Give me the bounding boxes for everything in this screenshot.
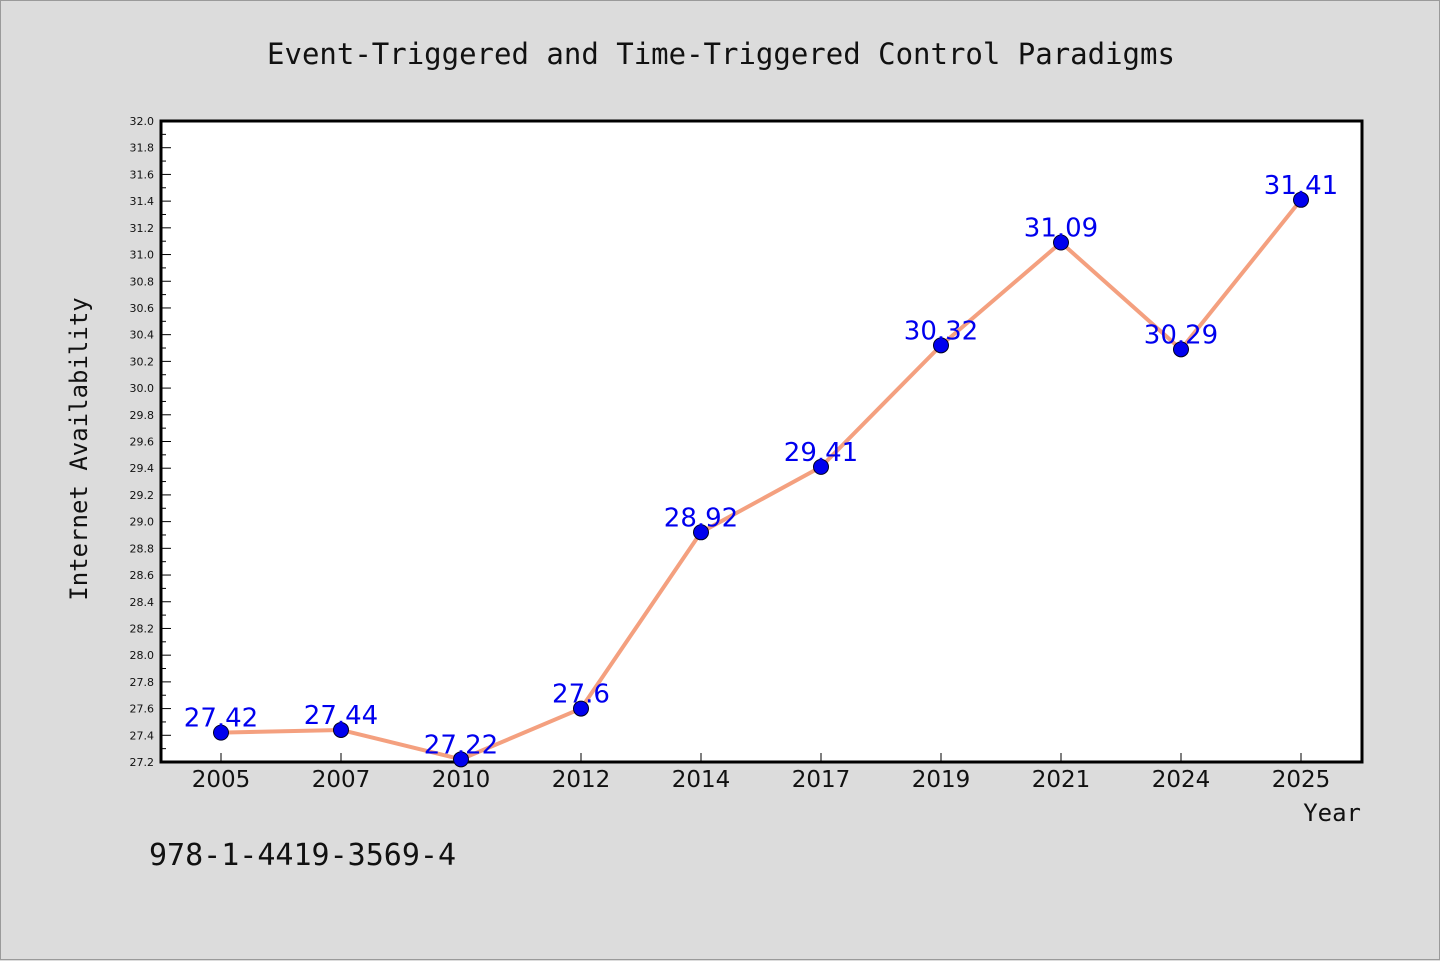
data-label: 27.42	[184, 704, 258, 734]
y-tick-label: 28.2	[130, 622, 155, 635]
data-label: 30.29	[1144, 320, 1218, 350]
data-label: 29.41	[784, 438, 858, 468]
y-tick-label: 29.6	[130, 436, 155, 449]
x-tick-label: 2010	[432, 767, 491, 793]
y-tick-label: 31.4	[130, 195, 155, 208]
y-tick-label: 29.4	[130, 462, 155, 475]
data-label: 27.6	[552, 680, 610, 710]
data-label: 30.32	[904, 316, 978, 346]
y-tick-label: 32.0	[130, 115, 155, 128]
x-tick-label: 2005	[192, 767, 251, 793]
y-tick-label: 29.8	[130, 409, 155, 422]
x-tick-label: 2024	[1152, 767, 1211, 793]
data-label: 31.41	[1264, 171, 1338, 201]
x-tick-label: 2017	[792, 767, 851, 793]
y-tick-label: 27.4	[130, 729, 155, 742]
y-tick-label: 27.6	[130, 703, 155, 716]
data-point	[693, 524, 709, 541]
data-point	[333, 721, 349, 738]
y-tick-label: 28.8	[130, 542, 155, 555]
chart-title: Event-Triggered and Time-Triggered Contr…	[267, 37, 1175, 71]
x-axis-label: Year	[1303, 799, 1361, 827]
x-tick-label: 2021	[1032, 767, 1091, 793]
data-point	[933, 337, 949, 354]
x-tick-label: 2019	[912, 767, 971, 793]
data-label: 27.44	[304, 701, 378, 731]
y-tick-label: 30.0	[130, 382, 155, 395]
data-point	[1293, 191, 1309, 208]
data-point	[453, 751, 469, 768]
y-tick-label: 27.2	[130, 756, 155, 769]
data-point	[213, 724, 229, 741]
x-tick-label: 2007	[312, 767, 371, 793]
data-point	[573, 700, 589, 717]
y-tick-label: 31.8	[130, 142, 155, 155]
y-tick-label: 28.6	[130, 569, 155, 582]
y-tick-label: 30.4	[130, 329, 155, 342]
y-tick-label: 31.6	[130, 168, 155, 181]
x-tick-label: 2014	[672, 767, 731, 793]
data-label: 28.92	[664, 503, 738, 533]
y-tick-label: 30.2	[130, 355, 155, 368]
isbn-text: 978-1-4419-3569-4	[149, 838, 456, 873]
y-axis-ticks: 27.2 27.4 27.6 27.8 28.0 28.2 28.4 28.6 28.8 29.0…	[130, 115, 171, 769]
y-axis-label: Internet Availability	[65, 297, 93, 600]
data-label: 27.22	[424, 730, 498, 760]
data-point	[1053, 234, 1069, 251]
data-point	[1173, 341, 1189, 358]
y-tick-label: 30.8	[130, 275, 155, 288]
y-tick-label: 27.8	[130, 676, 155, 689]
y-tick-label: 30.6	[130, 302, 155, 315]
y-tick-label: 31.0	[130, 249, 155, 262]
series-line	[219, 197, 1303, 762]
plot-area	[159, 119, 1364, 764]
data-point	[813, 458, 829, 475]
y-tick-label: 29.0	[130, 516, 155, 529]
x-tick-label: 2012	[552, 767, 611, 793]
x-axis-ticks: 2005 2007 2010 2012 2014 2017 2019 2021 2024 2025	[192, 753, 1331, 793]
y-tick-label: 31.2	[130, 222, 155, 235]
y-tick-label: 28.4	[130, 596, 155, 609]
y-tick-label: 29.2	[130, 489, 155, 502]
series-group: 27.42 27.44 27.22 27.6 28.92 29.41 30.32 31.09 3…	[184, 171, 1338, 768]
x-tick-label: 2025	[1272, 767, 1331, 793]
data-label: 31.09	[1024, 214, 1098, 244]
y-tick-label: 28.0	[130, 649, 155, 662]
